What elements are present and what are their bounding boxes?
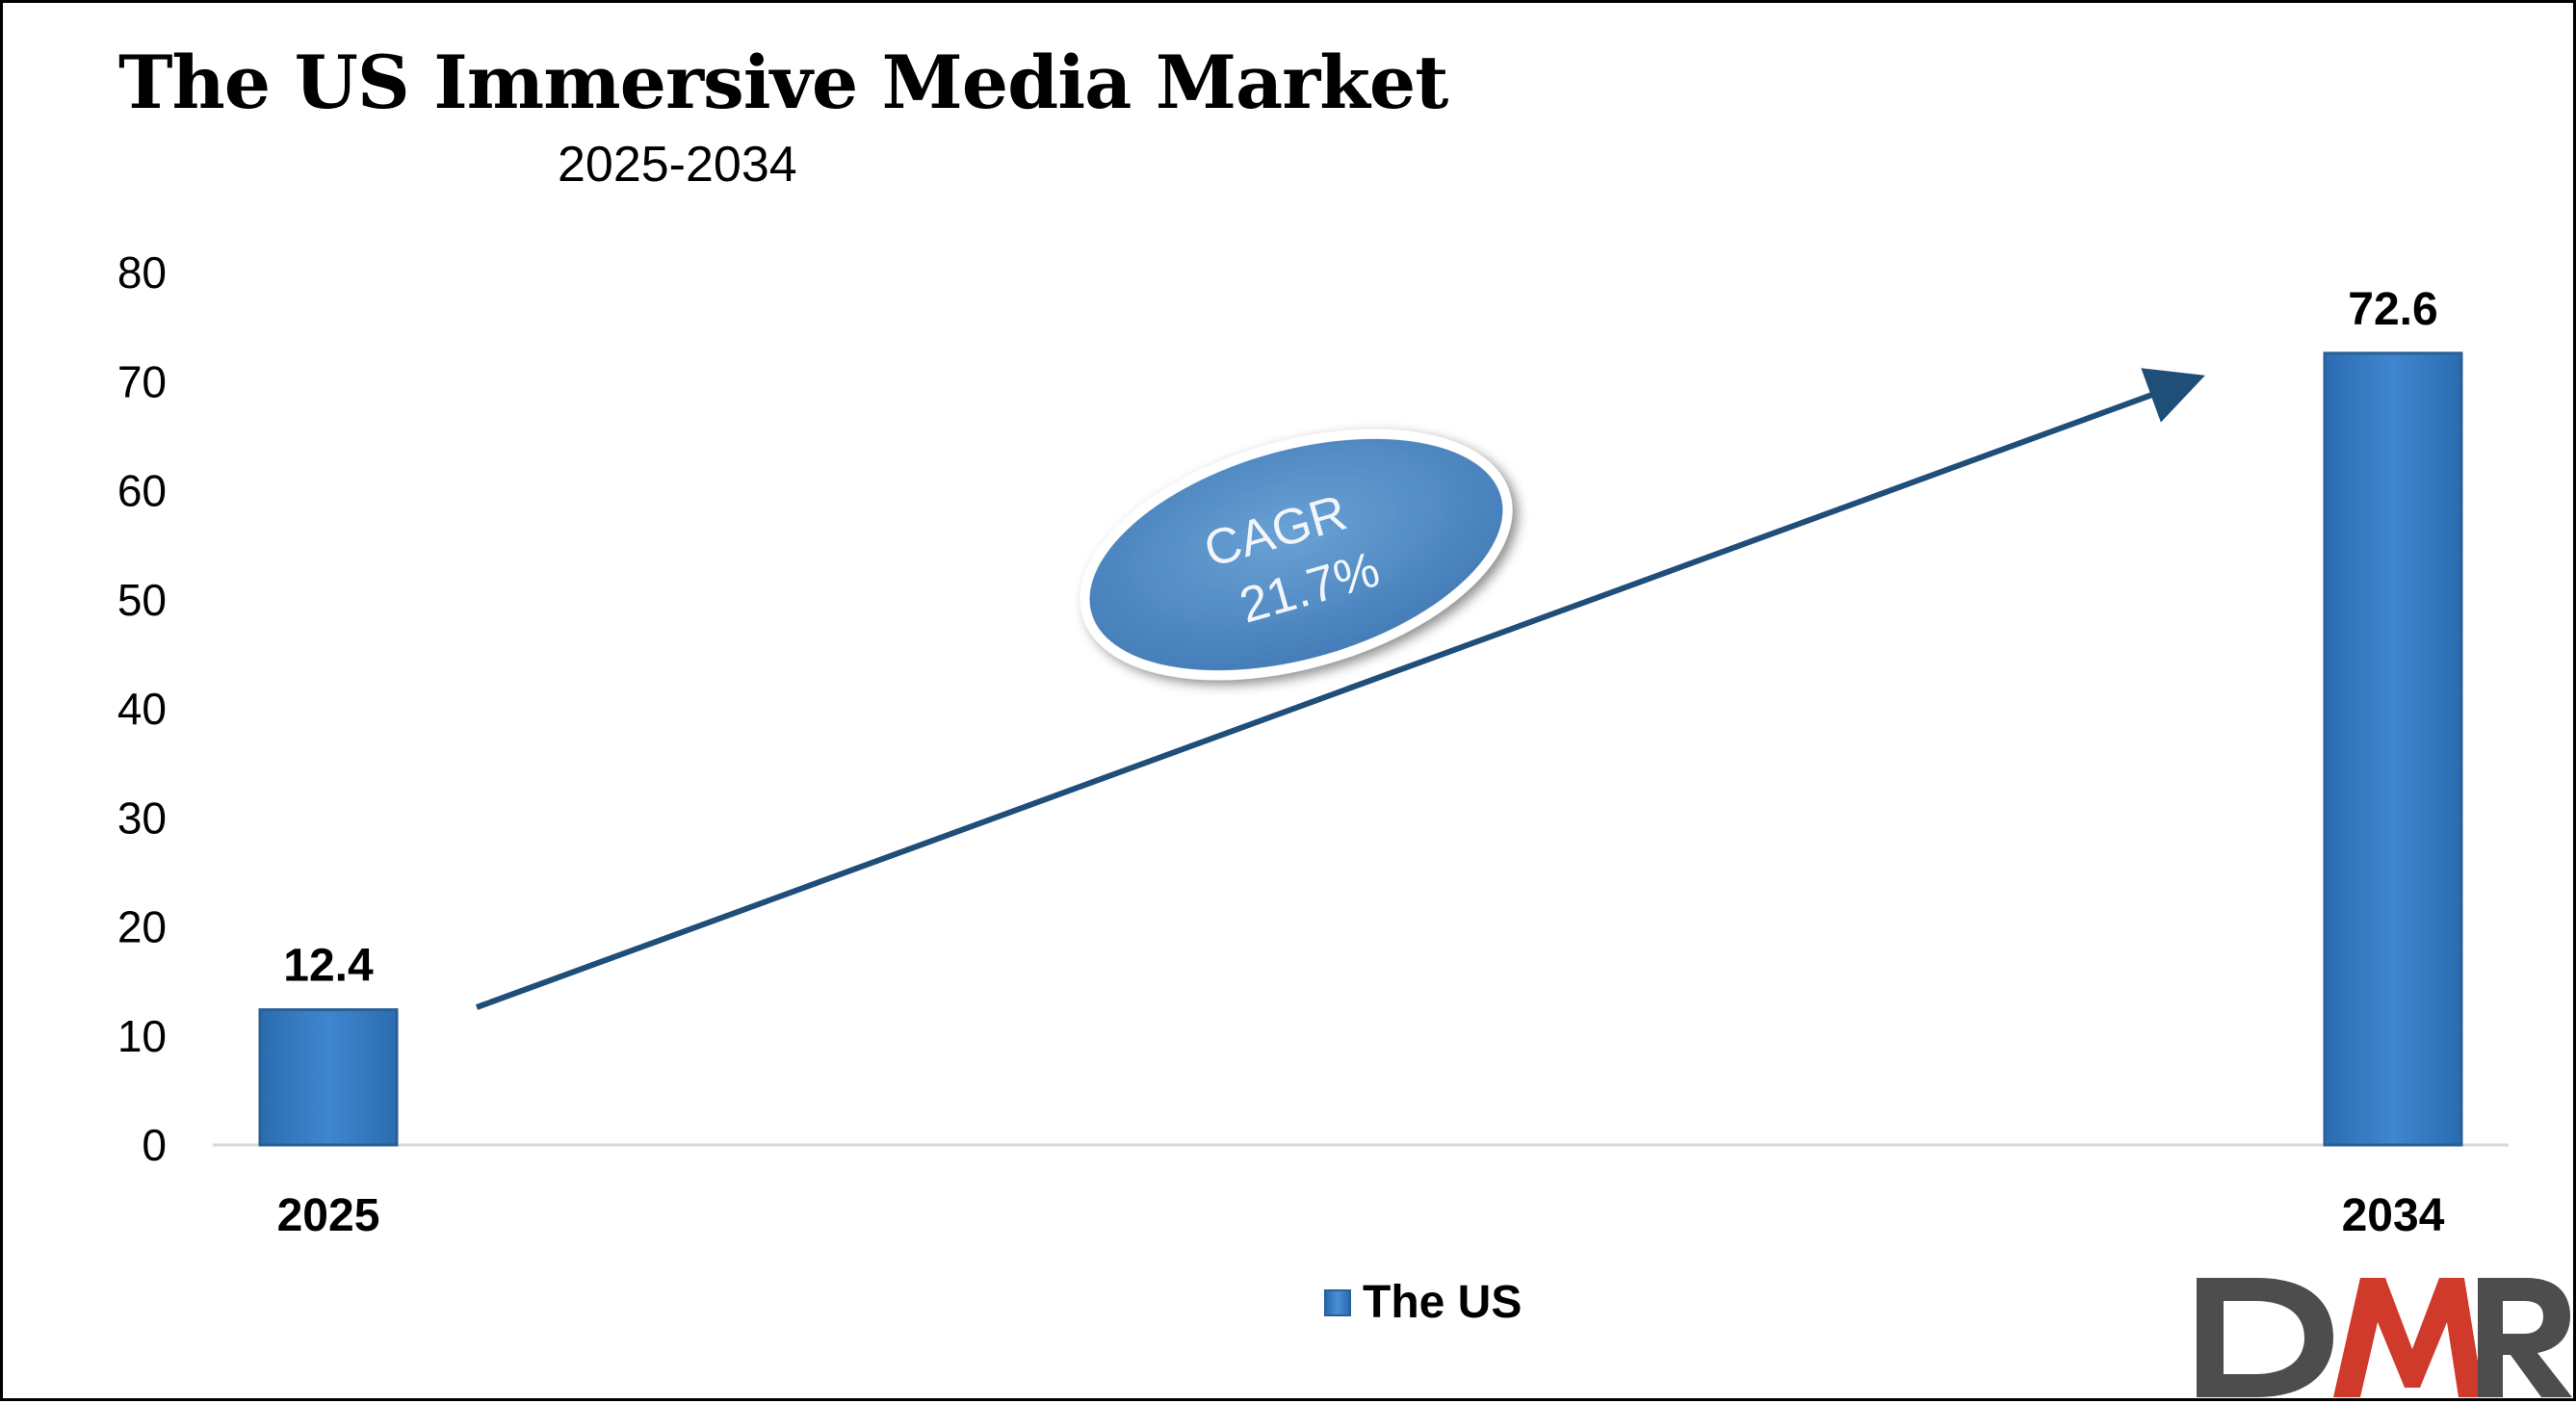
y-tick-label: 60 [117, 466, 167, 516]
chart-plot: 0 10 20 30 40 50 60 70 80 12.4 72.6 2025 2034 CAGR… [117, 247, 2509, 1241]
logo-letter-d [2197, 1278, 2333, 1397]
y-tick-label: 0 [142, 1120, 167, 1170]
x-axis-category-labels: 2025 2034 [277, 1190, 2445, 1241]
y-tick-label: 20 [117, 902, 167, 952]
y-tick-label: 80 [117, 247, 167, 298]
y-tick-label: 30 [117, 793, 167, 843]
bar-2025 [258, 1008, 399, 1147]
x-category-label: 2034 [2342, 1190, 2445, 1241]
y-tick-label: 70 [117, 356, 167, 406]
cagr-bubble: CAGR 21.7% [1080, 429, 1513, 681]
bar-2034 [2323, 351, 2463, 1147]
growth-arrow [475, 368, 2205, 1010]
legend-label-the-us: The US [1363, 1277, 1522, 1328]
logo-letter-m [2333, 1278, 2484, 1397]
legend: The US [1324, 1276, 1522, 1329]
y-tick-label: 40 [117, 684, 167, 734]
data-label-2034: 72.6 [2348, 284, 2437, 335]
y-axis-ticks: 0 10 20 30 40 50 60 70 80 [117, 247, 167, 1170]
x-category-label: 2025 [277, 1190, 380, 1241]
data-label-2025: 12.4 [283, 941, 374, 992]
chart-subtitle: 2025-2034 [558, 137, 797, 193]
y-tick-label: 10 [117, 1011, 167, 1061]
y-tick-label: 50 [117, 575, 167, 625]
logo-letter-r [2478, 1278, 2572, 1397]
legend-swatch [1324, 1288, 1351, 1316]
bar-series [258, 351, 2463, 1147]
dmr-logo [2197, 1278, 2572, 1397]
data-labels: 12.4 72.6 [283, 284, 2437, 992]
chart-title: The US Immersive Media Market [118, 39, 1448, 125]
